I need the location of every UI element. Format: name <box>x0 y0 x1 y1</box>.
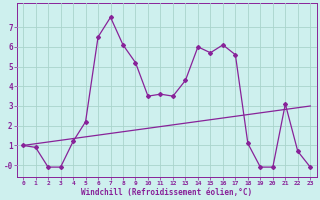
X-axis label: Windchill (Refroidissement éolien,°C): Windchill (Refroidissement éolien,°C) <box>81 188 252 197</box>
